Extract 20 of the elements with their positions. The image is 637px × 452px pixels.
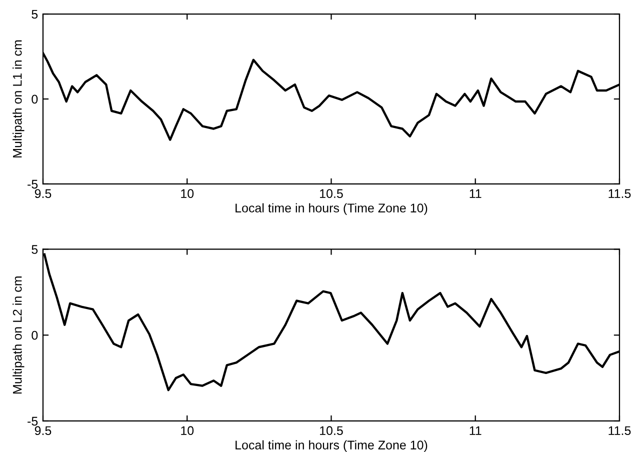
x-tick-label: 10 (181, 189, 194, 198)
x-tick-label: 9.5 (34, 189, 52, 198)
x-tick-label: 9.5 (34, 426, 52, 436)
x-tick-label: 10.5 (320, 189, 343, 198)
x-tick-label: 11.5 (608, 426, 631, 436)
x-tick-label: 11 (470, 189, 482, 198)
x-axis-title: Local time in hours (Time Zone 10) (236, 203, 428, 215)
y-tick-label: 0 (32, 94, 38, 104)
x-tick-label: 10 (181, 426, 194, 436)
x-axis-title: Local time in hours (Time Zone 10) (236, 440, 428, 452)
y-tick-label: 0 (32, 330, 38, 340)
x-tick-label: 10.5 (320, 426, 343, 436)
y-tick-label: 5 (32, 10, 38, 19)
y-tick-label: -5 (28, 416, 38, 426)
y-axis-title: Multipath on L2 in cm (12, 276, 24, 394)
x-tick-label: 11.5 (608, 189, 631, 198)
y-axis-title: Multipath on L1 in cm (12, 40, 24, 158)
y-tick-label: 5 (32, 245, 38, 254)
x-tick-label: 11 (470, 426, 482, 435)
y-tick-label: -5 (28, 180, 38, 189)
